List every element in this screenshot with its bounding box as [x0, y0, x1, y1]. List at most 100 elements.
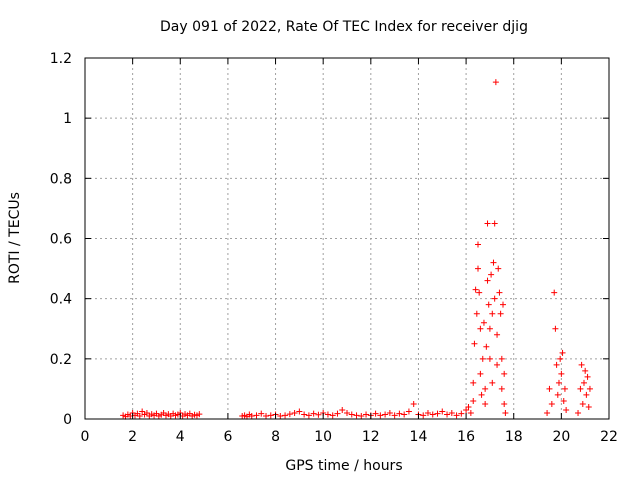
data-point: [353, 412, 360, 419]
y-tick-label: 1: [63, 111, 72, 127]
data-point: [410, 400, 417, 407]
x-tick-label: 16: [457, 429, 475, 445]
data-point: [582, 367, 589, 374]
data-point: [429, 411, 436, 418]
data-point: [479, 355, 486, 362]
data-point: [584, 373, 591, 380]
data-point: [324, 411, 331, 418]
x-tick-label: 12: [362, 429, 380, 445]
x-tick-label: 20: [552, 429, 570, 445]
data-point: [546, 385, 553, 392]
data-point: [463, 406, 470, 413]
data-point: [491, 295, 498, 302]
data-point: [480, 319, 487, 326]
grid-layer: [85, 58, 609, 419]
data-point: [482, 400, 489, 407]
data-point: [554, 391, 561, 398]
y-tick-label: 0.4: [50, 292, 72, 308]
data-point: [282, 412, 289, 419]
data-point: [136, 412, 143, 419]
data-point: [500, 301, 507, 308]
data-point: [444, 411, 451, 418]
data-point: [363, 411, 370, 418]
data-point: [579, 400, 586, 407]
data-point: [488, 271, 495, 278]
data-point: [489, 310, 496, 317]
x-tick-label: 6: [223, 429, 232, 445]
data-point: [391, 412, 398, 419]
data-point: [439, 408, 446, 415]
data-point: [553, 361, 560, 368]
data-point: [405, 408, 412, 415]
marks-layer: [120, 79, 593, 420]
data-point: [486, 325, 493, 332]
data-point: [465, 403, 472, 410]
data-point: [372, 410, 379, 417]
data-point: [286, 411, 293, 418]
data-point: [253, 412, 260, 419]
y-tick-label: 0: [63, 412, 72, 428]
data-point: [578, 361, 585, 368]
data-point: [382, 411, 389, 418]
data-point: [470, 397, 477, 404]
data-point: [557, 355, 564, 362]
data-point: [291, 409, 298, 416]
data-point: [458, 410, 465, 417]
data-point: [448, 409, 455, 416]
y-tick-label: 0.6: [50, 232, 72, 248]
data-point: [494, 361, 501, 368]
y-tick-label: 0.2: [50, 352, 72, 368]
data-point: [559, 349, 566, 356]
data-point: [497, 310, 504, 317]
data-point: [248, 412, 255, 419]
data-point: [344, 409, 350, 416]
data-point: [329, 412, 336, 419]
data-point: [544, 409, 551, 416]
data-point: [583, 391, 590, 398]
data-point: [471, 340, 478, 347]
data-point: [494, 331, 501, 338]
data-point: [551, 289, 558, 296]
data-point: [143, 409, 150, 416]
data-point: [490, 259, 497, 266]
data-point: [315, 411, 322, 418]
data-point: [472, 286, 479, 293]
data-point: [477, 325, 484, 332]
data-point: [277, 412, 284, 419]
data-point: [358, 412, 365, 419]
data-point: [498, 355, 505, 362]
data-point: [577, 385, 584, 392]
x-tick-label: 22: [600, 429, 618, 445]
data-point: [296, 408, 303, 415]
data-point: [548, 400, 555, 407]
y-tick-label: 1.2: [50, 51, 72, 67]
data-point: [496, 289, 503, 296]
data-point: [476, 289, 483, 296]
data-point: [485, 301, 492, 308]
data-point: [339, 406, 346, 413]
data-point: [552, 325, 559, 332]
x-tick-label: 18: [505, 429, 523, 445]
data-point: [486, 355, 493, 362]
data-point: [558, 370, 565, 377]
x-tick-label: 10: [314, 429, 332, 445]
data-point: [467, 409, 474, 416]
data-point: [301, 411, 308, 418]
data-point: [501, 370, 508, 377]
data-point: [560, 397, 567, 404]
data-point: [401, 411, 408, 418]
data-point: [555, 379, 562, 386]
data-point: [139, 408, 146, 415]
data-point: [263, 412, 270, 419]
data-point: [498, 385, 505, 392]
data-point: [424, 409, 431, 416]
y-tick-label: 0.8: [50, 171, 72, 187]
data-point: [484, 277, 491, 284]
data-point: [386, 409, 393, 416]
ticks-layer: 0 2 4 6 8 10 12 14 16 18 20 22 0 0.2 0.4 0.6 0.8 1 1.2: [50, 51, 618, 445]
x-tick-label: 0: [81, 429, 90, 445]
data-point: [267, 412, 274, 419]
data-point: [575, 409, 582, 416]
x-axis-label: GPS time / hours: [285, 458, 402, 474]
